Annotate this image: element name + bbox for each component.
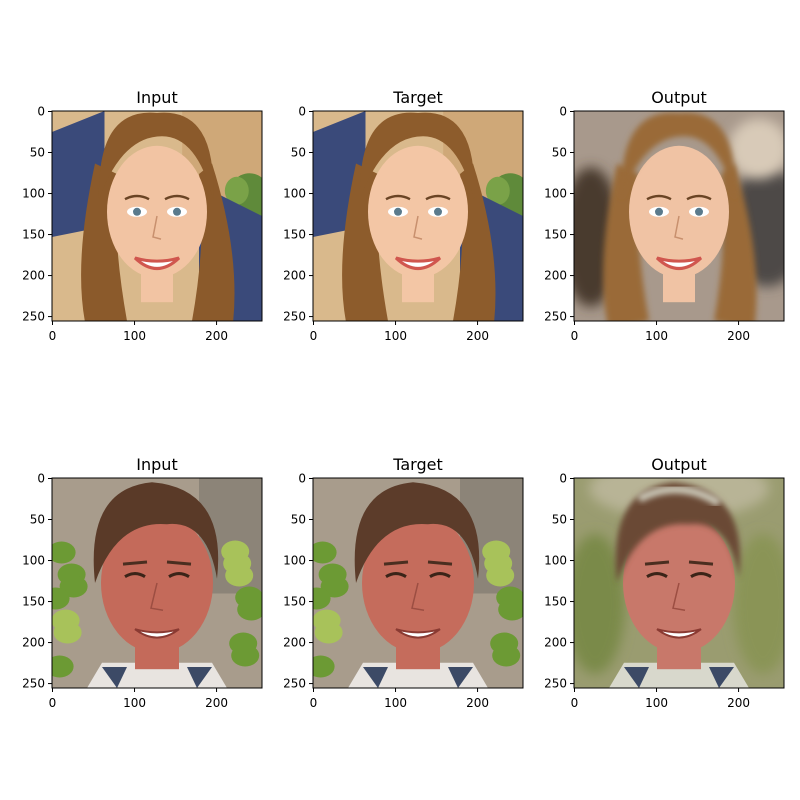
x-tick-label: 200 — [466, 696, 489, 710]
panel-image — [574, 111, 784, 321]
panel-image — [52, 111, 262, 321]
panel-title: Output — [651, 88, 707, 107]
x-tick-label: 0 — [310, 696, 318, 710]
y-tick-label: 150 — [544, 595, 567, 609]
axes-frame — [51, 110, 263, 322]
panel-image — [52, 478, 262, 688]
panel-title: Input — [136, 455, 177, 474]
axes-frame — [312, 110, 524, 322]
y-tick-label: 100 — [283, 554, 306, 568]
panel-image — [313, 111, 523, 321]
y-tick-label: 100 — [544, 554, 567, 568]
axes-frame — [312, 477, 524, 689]
axes-frame — [573, 110, 785, 322]
y-tick-label: 250 — [22, 310, 45, 324]
x-tick-label: 0 — [49, 329, 57, 343]
y-tick-label: 50 — [552, 513, 567, 527]
y-tick-label: 250 — [22, 677, 45, 691]
y-tick-label: 250 — [283, 677, 306, 691]
y-tick-label: 200 — [544, 269, 567, 283]
y-tick-label: 100 — [283, 187, 306, 201]
y-tick-label: 0 — [37, 472, 45, 486]
x-tick-label: 100 — [384, 329, 407, 343]
x-tick-label: 0 — [571, 329, 579, 343]
axes-frame — [51, 477, 263, 689]
panel-input-1: Input 0 100 200 0 50 100 150 200 250 — [22, 455, 263, 710]
y-tick-label: 50 — [291, 146, 306, 160]
y-tick-label: 0 — [559, 472, 567, 486]
x-tick-label: 200 — [205, 329, 228, 343]
y-tick-label: 200 — [22, 269, 45, 283]
x-tick-label: 200 — [466, 329, 489, 343]
panel-output-0: Output 0 100 200 0 50 100 150 200 250 — [544, 88, 785, 343]
panel-title: Input — [136, 88, 177, 107]
y-tick-label: 250 — [544, 310, 567, 324]
y-tick-label: 200 — [283, 269, 306, 283]
panel-title: Target — [392, 455, 443, 474]
y-tick-label: 250 — [283, 310, 306, 324]
panel-target-1: Target 0 100 200 0 50 100 150 200 250 — [283, 455, 524, 710]
x-tick-label: 0 — [571, 696, 579, 710]
x-tick-label: 100 — [123, 329, 146, 343]
axes-frame — [573, 477, 785, 689]
y-tick-label: 50 — [30, 513, 45, 527]
y-tick-label: 50 — [30, 146, 45, 160]
x-tick-label: 100 — [645, 696, 668, 710]
x-tick-label: 100 — [384, 696, 407, 710]
y-tick-label: 200 — [544, 636, 567, 650]
y-tick-label: 100 — [22, 554, 45, 568]
y-tick-label: 150 — [283, 228, 306, 242]
y-tick-label: 50 — [552, 146, 567, 160]
y-tick-label: 0 — [298, 472, 306, 486]
x-tick-label: 200 — [205, 696, 228, 710]
y-tick-label: 200 — [283, 636, 306, 650]
y-tick-label: 150 — [283, 595, 306, 609]
y-tick-label: 150 — [22, 595, 45, 609]
y-tick-label: 250 — [544, 677, 567, 691]
y-tick-label: 0 — [298, 105, 306, 119]
x-tick-label: 0 — [310, 329, 318, 343]
panel-input-0: Input 0 100 200 0 50 100 150 200 250 — [22, 88, 263, 343]
x-tick-label: 100 — [123, 696, 146, 710]
panel-image — [574, 478, 784, 688]
y-tick-label: 0 — [559, 105, 567, 119]
y-tick-label: 50 — [291, 513, 306, 527]
y-tick-label: 100 — [22, 187, 45, 201]
y-tick-label: 200 — [22, 636, 45, 650]
panel-title: Output — [651, 455, 707, 474]
x-tick-label: 100 — [645, 329, 668, 343]
panel-title: Target — [392, 88, 443, 107]
panel-image — [313, 478, 523, 688]
y-tick-label: 100 — [544, 187, 567, 201]
panel-output-1: Output 0 100 200 0 50 100 150 200 250 — [544, 455, 785, 710]
y-tick-label: 150 — [22, 228, 45, 242]
x-tick-label: 200 — [727, 696, 750, 710]
x-tick-label: 200 — [727, 329, 750, 343]
y-tick-label: 150 — [544, 228, 567, 242]
panel-target-0: Target 0 100 200 0 50 100 150 200 250 — [283, 88, 524, 343]
x-tick-label: 0 — [49, 696, 57, 710]
y-tick-label: 0 — [37, 105, 45, 119]
